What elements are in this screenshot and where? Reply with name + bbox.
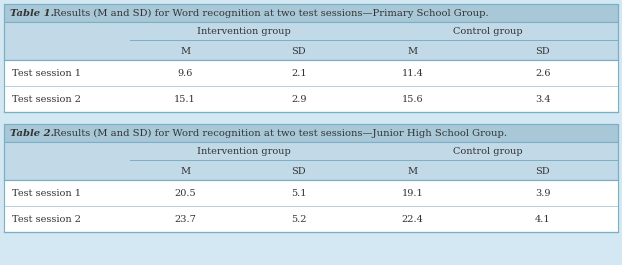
Text: 20.5: 20.5 <box>174 188 196 197</box>
Bar <box>4 4 618 112</box>
Text: Results (M and SD) for Word recognition at two test sessions—Junior High School : Results (M and SD) for Word recognition … <box>50 129 507 138</box>
Text: Intervention group: Intervention group <box>197 28 290 37</box>
Text: 5.2: 5.2 <box>291 214 307 223</box>
Text: M: M <box>407 166 417 175</box>
Text: 19.1: 19.1 <box>401 188 423 197</box>
Text: 15.1: 15.1 <box>174 95 196 104</box>
Text: 2.9: 2.9 <box>291 95 307 104</box>
Text: 4.1: 4.1 <box>535 214 550 223</box>
Text: 22.4: 22.4 <box>401 214 423 223</box>
Bar <box>4 180 618 206</box>
Text: Table 1.: Table 1. <box>10 8 54 17</box>
Text: Results (M and SD) for Word recognition at two test sessions—Primary School Grou: Results (M and SD) for Word recognition … <box>50 8 489 17</box>
Text: 15.6: 15.6 <box>401 95 423 104</box>
Text: Control group: Control group <box>453 148 522 157</box>
Text: M: M <box>180 166 190 175</box>
Text: SD: SD <box>536 166 550 175</box>
Text: 3.4: 3.4 <box>535 95 550 104</box>
Bar <box>4 60 618 86</box>
Bar <box>4 22 618 60</box>
Bar <box>4 142 618 180</box>
Bar <box>4 124 618 142</box>
Bar <box>4 124 618 232</box>
Text: Control group: Control group <box>453 28 522 37</box>
Text: Intervention group: Intervention group <box>197 148 290 157</box>
Text: Test session 2: Test session 2 <box>12 95 81 104</box>
Text: Test session 1: Test session 1 <box>12 188 81 197</box>
Bar <box>4 4 618 22</box>
Text: 9.6: 9.6 <box>177 68 193 77</box>
Text: 3.9: 3.9 <box>535 188 550 197</box>
Text: 23.7: 23.7 <box>174 214 196 223</box>
Text: SD: SD <box>292 46 306 55</box>
Text: SD: SD <box>536 46 550 55</box>
Text: Table 2.: Table 2. <box>10 129 54 138</box>
Text: 2.6: 2.6 <box>535 68 550 77</box>
Text: 11.4: 11.4 <box>401 68 423 77</box>
Text: 2.1: 2.1 <box>291 68 307 77</box>
Text: Test session 2: Test session 2 <box>12 214 81 223</box>
Text: M: M <box>180 46 190 55</box>
Bar <box>4 206 618 232</box>
Text: M: M <box>407 46 417 55</box>
Text: Test session 1: Test session 1 <box>12 68 81 77</box>
Text: 5.1: 5.1 <box>291 188 307 197</box>
Text: SD: SD <box>292 166 306 175</box>
Bar <box>4 86 618 112</box>
